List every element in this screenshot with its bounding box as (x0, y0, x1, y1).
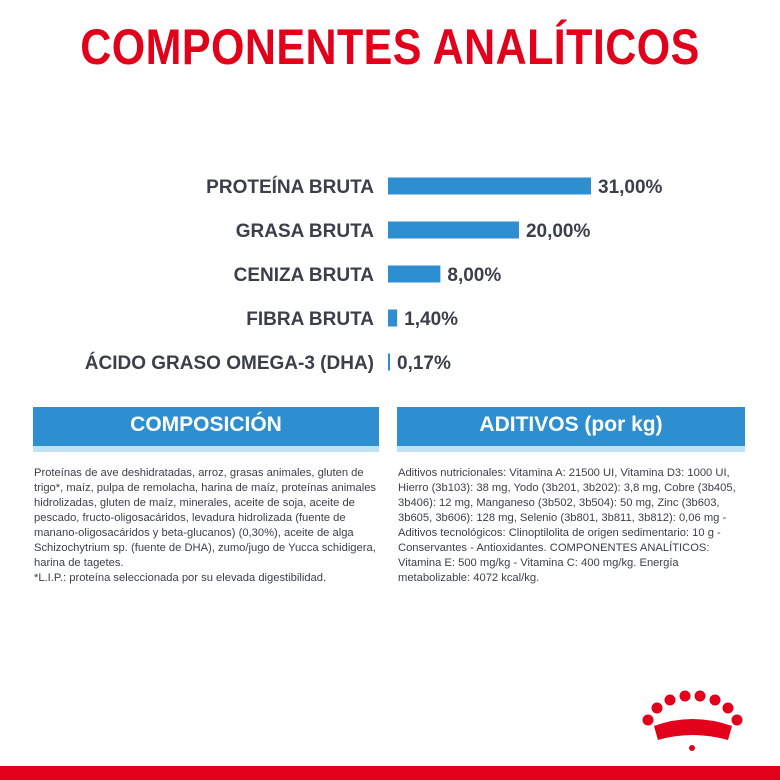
composicion-text: Proteínas de ave deshidratadas, arroz, g… (34, 467, 377, 584)
composicion-header: COMPOSICIÓN (33, 407, 379, 452)
bar (388, 353, 390, 371)
bar-category-label: GRASA BRUTA (236, 221, 375, 242)
analytical-bar-chart: PROTEÍNA BRUTA 31,00% GRASA BRUTA 20,00% CEN… (85, 176, 663, 374)
bar-category-label: FIBRA BRUTA (246, 309, 374, 330)
bar-value-label: 1,40% (404, 309, 458, 330)
page-title: COMPONENTES ANALÍTICOS (80, 19, 700, 75)
royal-canin-crown-logo (642, 690, 743, 751)
bar-category-label: PROTEÍNA BRUTA (206, 176, 374, 198)
bar-value-label: 20,00% (526, 221, 591, 242)
bar-value-label: 8,00% (447, 265, 501, 286)
aditivos-text: Aditivos nutricionales: Vitamina A: 2150… (398, 467, 736, 584)
composicion-header-label: COMPOSICIÓN (130, 413, 282, 436)
bar-value-label: 31,00% (598, 177, 663, 198)
bottom-brand-strip (0, 766, 780, 780)
aditivos-header: ADITIVOS (por kg) (397, 407, 745, 452)
aditivos-panel: ADITIVOS (por kg) Aditivos nutricionales… (397, 407, 745, 586)
bar (388, 221, 519, 239)
bar-category-label: CENIZA BRUTA (234, 265, 375, 286)
composicion-panel: COMPOSICIÓN Proteínas de ave deshidratad… (33, 407, 379, 586)
bar-value-label: 0,17% (397, 353, 451, 374)
bar (388, 309, 398, 327)
bar (388, 265, 441, 283)
bar (388, 177, 591, 195)
bar-category-label: ÁCIDO GRASO OMEGA-3 (DHA) (85, 352, 374, 374)
aditivos-header-label: ADITIVOS (por kg) (479, 413, 663, 436)
